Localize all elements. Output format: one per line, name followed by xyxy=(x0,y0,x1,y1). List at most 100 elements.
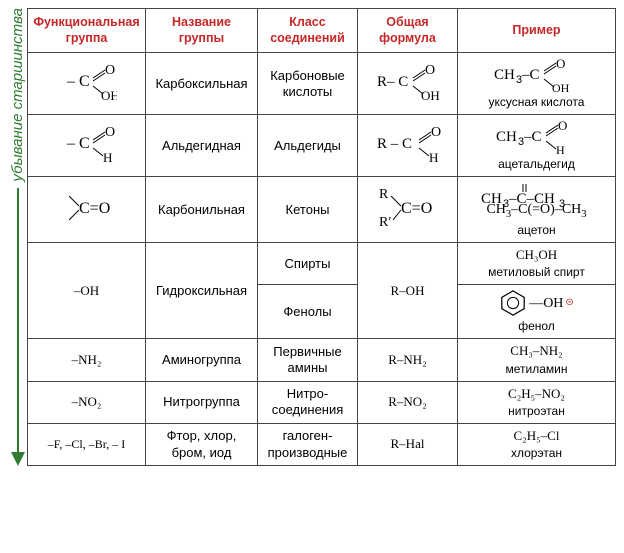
acetaldehyde-icon: CH3 –C O H xyxy=(492,119,582,155)
arrow-label: убывание старшинства xyxy=(9,8,26,182)
cell-gf: R–NH₂ xyxy=(358,339,458,381)
phenol-icon: —OH⊝ xyxy=(499,289,574,317)
cell-cl: Карбоновые кислоты xyxy=(258,53,358,115)
carboxyl-icon: – C O OH xyxy=(57,62,117,102)
header-cl: Класс соединений xyxy=(258,9,358,53)
table-row: – C O H Альдегидная Альдегиды R – C O xyxy=(28,115,616,177)
table-row: – C O OH Карбоксильная Карбоновые кислот… xyxy=(28,53,616,115)
cell-cl: Фенолы xyxy=(258,285,358,339)
cell-fg: – C O H xyxy=(28,115,146,177)
priority-arrow: убывание старшинства xyxy=(8,8,27,466)
example-name: уксусная кислота xyxy=(489,95,585,110)
svg-text:O: O xyxy=(556,57,565,71)
cell-gn: Альдегидная xyxy=(146,115,258,177)
svg-text:H: H xyxy=(103,150,112,164)
header-fg: Функциональная группа xyxy=(28,9,146,53)
svg-text:OH: OH xyxy=(552,81,570,93)
arrow-head-icon xyxy=(11,452,25,466)
example-name: ацетальдегид xyxy=(498,157,575,172)
example-name: ацетон xyxy=(517,223,555,238)
aldehyde-icon: – C O H xyxy=(57,124,117,164)
table-row: –NH₂ Аминогруппа Первичные амины R–NH₂ C… xyxy=(28,339,616,381)
svg-text:O: O xyxy=(425,63,435,78)
cell-gn: Гидроксильная xyxy=(146,243,258,339)
example-name: фенол xyxy=(518,319,555,334)
cell-ex: C₂H₅–NO₂ нитроэтан xyxy=(458,381,616,423)
cell-gn: Карбонильная xyxy=(146,177,258,243)
carboxyl-r-icon: R– C O OH xyxy=(373,62,443,102)
cell-cl: галоген-производные xyxy=(258,423,358,465)
aldehyde-r-icon: R – C O H xyxy=(373,124,443,164)
cell-cl: Спирты xyxy=(258,243,358,285)
table-row: –NO₂ Нитрогруппа Нитро-соединения R–NO₂ … xyxy=(28,381,616,423)
svg-text:O: O xyxy=(105,125,115,140)
cell-ex: CH3 –C O OH уксусная кислота xyxy=(458,53,616,115)
cell-cl: Кетоны xyxy=(258,177,358,243)
svg-text:– C: – C xyxy=(66,135,90,152)
cell-fg: – C O OH xyxy=(28,53,146,115)
svg-text:C=O: C=O xyxy=(401,200,432,217)
svg-text:CH: CH xyxy=(496,129,517,145)
example-name: метиламин xyxy=(506,362,568,377)
svg-text:O: O xyxy=(105,63,115,78)
example-formula: CH₃–NH₂ xyxy=(510,343,562,359)
svg-text:H: H xyxy=(556,143,565,155)
svg-text:H: H xyxy=(429,150,438,164)
cell-gf: R–NO₂ xyxy=(358,381,458,423)
ketone-r-icon: R R′ C=O xyxy=(373,186,443,230)
table-header-row: Функциональная группа Название группы Кл… xyxy=(28,9,616,53)
cell-gf: R–OH xyxy=(358,243,458,339)
cell-fg: –F, –Cl, –Br, – I xyxy=(28,423,146,465)
example-name: хлорэтан xyxy=(511,446,562,461)
acetic-acid-icon: CH3 –C O OH xyxy=(492,57,582,93)
cell-cl: Нитро-соединения xyxy=(258,381,358,423)
cell-ex: C₂H₅–Cl хлорэтан xyxy=(458,423,616,465)
cell-fg: –NH₂ xyxy=(28,339,146,381)
svg-text:OH: OH xyxy=(421,88,440,102)
svg-text:–C: –C xyxy=(523,129,542,145)
cell-ex: CH₃OH метиловый спирт xyxy=(458,243,616,285)
svg-text:CH: CH xyxy=(494,67,515,83)
table-row: C=O Карбонильная Кетоны R R′ C=O xyxy=(28,177,616,243)
cell-gn: Нитрогруппа xyxy=(146,381,258,423)
header-gn: Название группы xyxy=(146,9,258,53)
svg-text:R– C: R– C xyxy=(377,74,408,90)
cell-fg: –OH xyxy=(28,243,146,339)
svg-text:R: R xyxy=(379,187,389,202)
ketone-icon: C=O xyxy=(57,188,117,228)
cell-gn: Фтор, хлор, бром, иод xyxy=(146,423,258,465)
cell-ex: CH₃–NH₂ метиламин xyxy=(458,339,616,381)
svg-text:OH: OH xyxy=(101,88,117,102)
svg-text:– C: – C xyxy=(66,73,90,90)
example-formula: C₂H₅–NO₂ xyxy=(508,386,565,402)
cell-gn: Карбоксильная xyxy=(146,53,258,115)
cell-cl: Альдегиды xyxy=(258,115,358,177)
example-formula: C₂H₅–Cl xyxy=(514,428,560,444)
svg-text:R′: R′ xyxy=(379,215,391,230)
cell-fg: C=O xyxy=(28,177,146,243)
cell-ex: CH3 –C–CH3 CH3–C(=O)–CH3 аце xyxy=(458,177,616,243)
cell-cl: Первичные амины xyxy=(258,339,358,381)
arrow-line xyxy=(17,188,19,453)
cell-fg: –NO₂ xyxy=(28,381,146,423)
cell-gn: Аминогруппа xyxy=(146,339,258,381)
header-ex: Пример xyxy=(458,9,616,53)
cell-gf: R–Hal xyxy=(358,423,458,465)
table-wrapper: убывание старшинства Функциональная груп… xyxy=(8,8,616,466)
svg-text:C=O: C=O xyxy=(79,200,110,217)
example-name: метиловый спирт xyxy=(488,265,585,280)
table-row: –OH Гидроксильная Спирты R–OH CH₃OH мети… xyxy=(28,243,616,285)
svg-text:–C: –C xyxy=(521,67,540,83)
svg-text:O: O xyxy=(558,119,567,133)
cell-gf: R R′ C=O xyxy=(358,177,458,243)
example-formula: CH₃OH xyxy=(516,247,557,263)
svg-text:O: O xyxy=(431,125,441,140)
functional-groups-table: Функциональная группа Название группы Кл… xyxy=(27,8,616,466)
cell-ex: CH3 –C O H ацетальдегид xyxy=(458,115,616,177)
cell-ex: —OH⊝ фенол xyxy=(458,285,616,339)
svg-text:R – C: R – C xyxy=(377,136,412,152)
example-name: нитроэтан xyxy=(508,404,565,419)
cell-gf: R – C O H xyxy=(358,115,458,177)
table-row: –F, –Cl, –Br, – I Фтор, хлор, бром, иод … xyxy=(28,423,616,465)
header-gf: Общая формула xyxy=(358,9,458,53)
